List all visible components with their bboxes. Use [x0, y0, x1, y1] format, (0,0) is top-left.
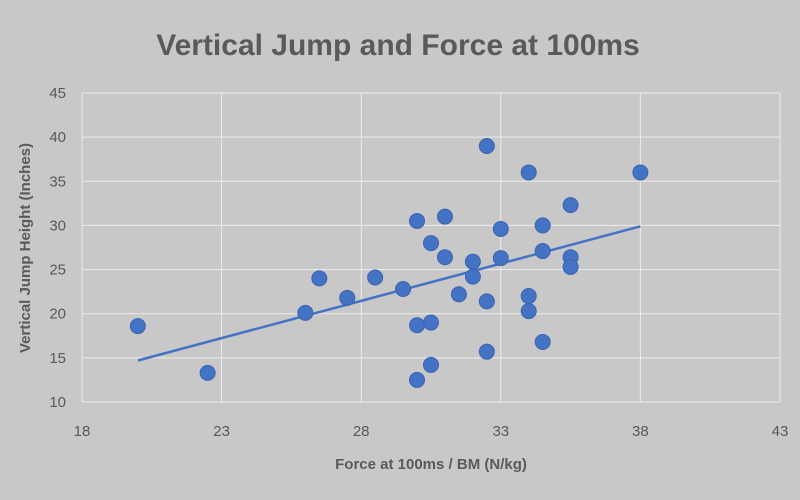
data-point [339, 289, 356, 306]
data-point [478, 343, 495, 360]
data-point [534, 243, 551, 260]
data-point [492, 220, 509, 237]
y-tick-label: 25 [49, 262, 66, 279]
x-tick-label: 43 [772, 423, 789, 440]
x-tick-labels: 18 23 28 33 38 43 [74, 423, 789, 440]
data-point [129, 318, 146, 335]
data-point [297, 304, 314, 321]
data-point [395, 280, 412, 297]
y-tick-label: 45 [49, 85, 66, 102]
y-tick-label: 40 [49, 129, 66, 146]
y-tick-label: 15 [49, 350, 66, 367]
data-point [534, 333, 551, 350]
data-point [492, 250, 509, 267]
x-tick-label: 28 [353, 423, 370, 440]
x-axis-label: Force at 100ms / BM (N/kg) [335, 456, 527, 473]
data-point [562, 197, 579, 214]
data-point [464, 253, 481, 270]
x-tick-label: 33 [492, 423, 509, 440]
data-point [409, 213, 426, 230]
y-tick-labels: 10 15 20 25 30 35 40 45 [49, 85, 66, 411]
data-point [423, 356, 439, 373]
data-point [409, 371, 426, 388]
data-point [423, 235, 439, 252]
data-points [129, 137, 649, 388]
x-tick-label: 18 [74, 423, 91, 440]
y-tick-label: 35 [49, 173, 66, 190]
x-tick-label: 23 [213, 423, 230, 440]
data-point [478, 293, 495, 310]
data-point [534, 217, 551, 234]
data-point [520, 303, 537, 320]
data-point [520, 164, 537, 181]
gridlines [81, 92, 781, 403]
data-point [199, 364, 216, 381]
y-axis-label: Vertical Jump Height (Inches) [17, 143, 34, 353]
data-point [436, 208, 453, 225]
y-tick-label: 20 [49, 306, 66, 323]
trendline [137, 225, 641, 362]
y-tick-label: 10 [49, 394, 66, 411]
data-point [436, 249, 453, 266]
data-point [632, 164, 649, 181]
data-point [423, 314, 439, 331]
data-point [520, 288, 537, 305]
y-tick-label: 30 [49, 217, 66, 234]
data-point [311, 270, 328, 287]
x-tick-label: 38 [632, 423, 649, 440]
data-point [409, 317, 426, 334]
data-point [478, 137, 495, 154]
data-point [450, 286, 467, 303]
data-point [367, 269, 384, 286]
chart-title: Vertical Jump and Force at 100ms [156, 29, 640, 62]
data-point [464, 268, 481, 285]
data-point [562, 258, 579, 275]
